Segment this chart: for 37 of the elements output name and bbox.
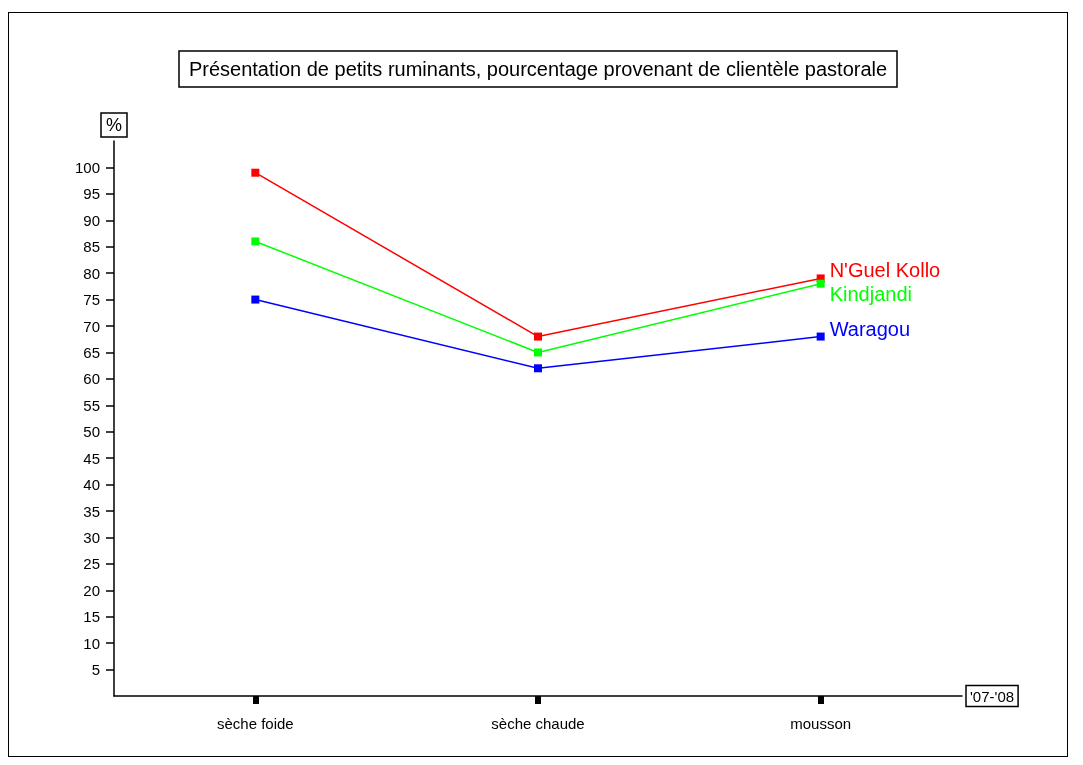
point bbox=[816, 332, 825, 341]
y-tick-label: 40 bbox=[83, 476, 100, 494]
point bbox=[251, 237, 260, 246]
y-tick-label: 55 bbox=[83, 396, 100, 414]
y-tick-label: 15 bbox=[83, 608, 100, 626]
y-tick-label: 5 bbox=[91, 661, 100, 679]
point bbox=[251, 168, 260, 177]
y-tick-label: 75 bbox=[83, 291, 100, 309]
y-tick-label: 100 bbox=[74, 158, 100, 176]
x-tick-label: mousson bbox=[790, 715, 852, 732]
point bbox=[251, 295, 260, 304]
series-label: N'Guel Kollo bbox=[829, 259, 941, 282]
y-tick-label: 60 bbox=[83, 370, 100, 388]
y-tick-label: 20 bbox=[83, 581, 100, 599]
point bbox=[534, 332, 542, 341]
point bbox=[534, 348, 542, 357]
x-tick-label: sèche chaude bbox=[491, 715, 585, 732]
y-tick-label: 95 bbox=[83, 185, 100, 203]
y-tick-label: 10 bbox=[83, 634, 100, 652]
chart-title: Présentation de petits ruminants, pourcentage provenant de clientèle pastorale bbox=[188, 58, 888, 80]
y-tick-label: 35 bbox=[83, 502, 100, 520]
y-tick-label: 30 bbox=[83, 528, 100, 546]
x-tick-label: sèche foide bbox=[216, 715, 294, 732]
y-tick-label: 50 bbox=[83, 423, 100, 441]
y-tick-label: 65 bbox=[83, 343, 100, 361]
x-axis-title: '07-'08 bbox=[970, 687, 1015, 705]
point bbox=[816, 279, 825, 288]
y-tick-label: 90 bbox=[83, 211, 100, 229]
series-label: Kindjandi bbox=[829, 283, 912, 306]
point bbox=[534, 364, 542, 373]
y-tick-label: 85 bbox=[83, 238, 100, 256]
y-tick-label: 45 bbox=[83, 449, 100, 467]
y-axis-title: % bbox=[105, 115, 123, 135]
y-tick-label: 70 bbox=[83, 317, 100, 335]
y-tick-label: 25 bbox=[83, 555, 100, 573]
series-label: Waragou bbox=[829, 317, 911, 340]
y-tick-label: 80 bbox=[83, 264, 100, 282]
